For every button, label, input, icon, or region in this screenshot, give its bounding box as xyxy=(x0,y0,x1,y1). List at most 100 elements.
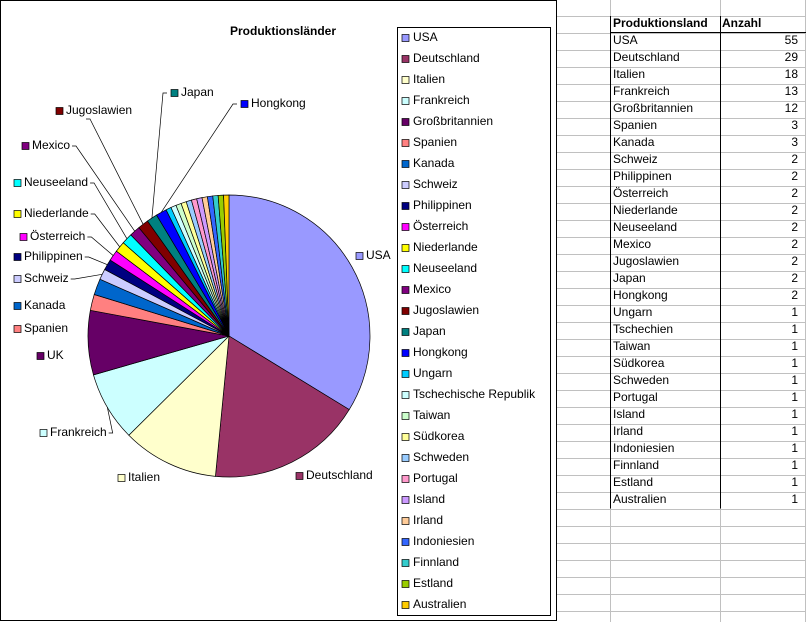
chart-title: Produktionsländer xyxy=(230,24,336,38)
table-cell: Estland xyxy=(613,475,653,489)
table-cell: Südkorea xyxy=(613,356,665,370)
table-cell: Frankreich xyxy=(613,84,670,98)
legend-label: Südkorea xyxy=(413,429,465,443)
slice-label: Hongkong xyxy=(251,96,306,110)
legend-label: Indoniesien xyxy=(413,534,474,548)
slice-label: UK xyxy=(47,348,64,362)
legend-key xyxy=(401,475,410,483)
legend-label: Mexico xyxy=(413,282,451,296)
table-cell: Kanada xyxy=(613,135,655,149)
table-cell: Italien xyxy=(613,67,645,81)
table-cell: 2 xyxy=(791,169,798,183)
table-header: Anzahl xyxy=(722,16,761,30)
table-cell: Island xyxy=(613,407,645,421)
table-cell: Taiwan xyxy=(613,339,650,353)
pie-slice xyxy=(128,335,230,477)
table-cell: Japan xyxy=(613,271,646,285)
table-cell: 1 xyxy=(791,305,798,319)
legend-key xyxy=(401,223,410,231)
table-cell: 1 xyxy=(791,339,798,353)
table-cell: Ungarn xyxy=(613,305,652,319)
slice-label: Philippinen xyxy=(24,249,83,263)
slice-label: Mexico xyxy=(32,138,70,152)
legend-label: Großbritannien xyxy=(413,114,493,128)
label-key xyxy=(240,100,249,108)
slice-label: Österreich xyxy=(30,229,85,243)
table-cell: 2 xyxy=(791,237,798,251)
label-key xyxy=(13,325,22,333)
table-cell: 29 xyxy=(785,50,799,64)
legend-box xyxy=(397,27,551,616)
table-cell: Australien xyxy=(613,492,666,506)
legend-label: Hongkong xyxy=(413,345,468,359)
table-cell: 12 xyxy=(785,101,799,115)
slice-label: Deutschland xyxy=(306,468,373,482)
legend-key xyxy=(401,328,410,336)
label-key xyxy=(55,107,64,115)
table-cell: Neuseeland xyxy=(613,220,677,234)
legend-label: Irland xyxy=(413,513,443,527)
legend-label: USA xyxy=(413,30,438,44)
table-cell: Schweiz xyxy=(613,152,658,166)
legend-key xyxy=(401,97,410,105)
slice-label: Spanien xyxy=(24,321,68,335)
table-cell: Spanien xyxy=(613,118,657,132)
table-cell: Jugoslawien xyxy=(613,254,679,268)
table-cell: 1 xyxy=(791,356,798,370)
legend-key xyxy=(401,139,410,147)
table-cell: 2 xyxy=(791,288,798,302)
legend-key xyxy=(401,76,410,84)
table-cell: Mexico xyxy=(613,237,651,251)
table-cell: 2 xyxy=(791,152,798,166)
legend-key xyxy=(401,496,410,504)
legend-label: Tschechische Republik xyxy=(413,387,536,401)
legend-label: Taiwan xyxy=(413,408,450,422)
leader-line xyxy=(90,182,128,239)
slice-label: Niederlande xyxy=(24,206,89,220)
table-cell: 2 xyxy=(791,271,798,285)
table-cell: 1 xyxy=(791,373,798,387)
legend-label: Niederlande xyxy=(413,240,478,254)
slice-label: USA xyxy=(366,248,391,262)
table-cell: 1 xyxy=(791,322,798,336)
label-key xyxy=(13,275,22,283)
sheet-grid xyxy=(557,0,806,622)
legend-label: Österreich xyxy=(413,219,468,233)
legend-label: Kanada xyxy=(413,156,455,170)
legend-key xyxy=(401,34,410,42)
legend-key xyxy=(401,433,410,441)
slice-label: Frankreich xyxy=(50,425,107,439)
table-cell: 2 xyxy=(791,220,798,234)
legend-key xyxy=(401,265,410,273)
pie-slice xyxy=(223,194,230,337)
legend-label: Spanien xyxy=(413,135,457,149)
table-cell: Großbritannien xyxy=(613,101,693,115)
table-cell: 3 xyxy=(791,118,798,132)
pie-slice xyxy=(228,194,371,411)
legend-label: Frankreich xyxy=(413,93,470,107)
table-cell: Österreich xyxy=(613,186,668,200)
legend-label: Island xyxy=(413,492,445,506)
label-key xyxy=(39,429,48,437)
table-cell: 1 xyxy=(791,441,798,455)
table-cell: USA xyxy=(613,33,638,47)
legend-label: Schweden xyxy=(413,450,469,464)
table-cell: 1 xyxy=(791,424,798,438)
table-cell: Niederlande xyxy=(613,203,678,217)
table-cell: 18 xyxy=(785,67,799,81)
table-cell: 3 xyxy=(791,135,798,149)
legend-label: Philippinen xyxy=(413,198,472,212)
legend-key xyxy=(401,349,410,357)
table-cell: Schweden xyxy=(613,373,669,387)
legend-key xyxy=(401,160,410,168)
legend-label: Finnland xyxy=(413,555,459,569)
table-cell: 1 xyxy=(791,475,798,489)
legend-key xyxy=(401,202,410,210)
table-cell: Finnland xyxy=(613,458,659,472)
leader-line xyxy=(90,213,121,248)
legend-key xyxy=(401,307,410,315)
legend-key xyxy=(401,412,410,420)
table-cell: 1 xyxy=(791,492,798,506)
table-cell: Indoniesien xyxy=(613,441,674,455)
